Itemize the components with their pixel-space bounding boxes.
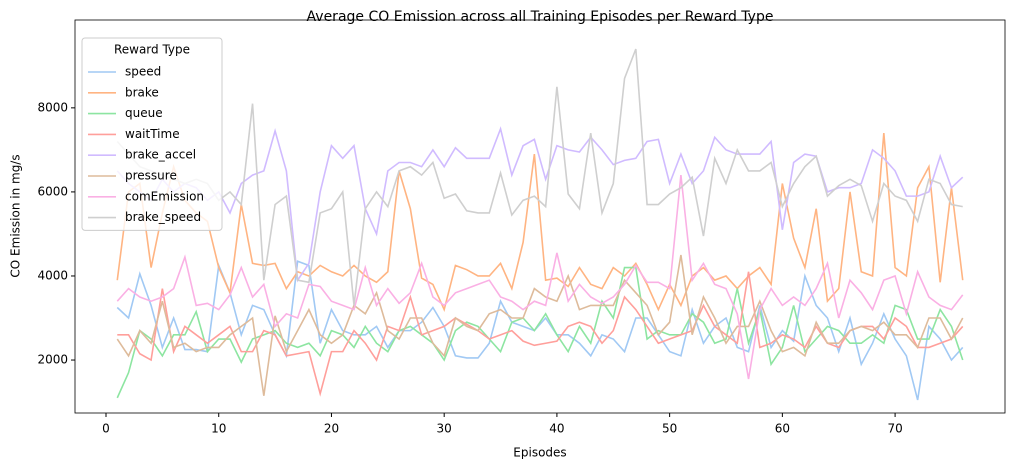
series-line <box>116 266 964 399</box>
axes-frame <box>74 19 1006 414</box>
x-tick-label: 30 <box>437 422 452 436</box>
series-line <box>116 48 963 306</box>
series-line <box>116 260 964 401</box>
y-tick-label: 4000 <box>37 268 68 282</box>
legend-box <box>81 37 223 231</box>
series-line <box>116 132 964 313</box>
legend-label: speed <box>125 65 161 79</box>
x-tick-label: 60 <box>775 422 790 436</box>
x-axis-label: Episodes <box>513 446 566 460</box>
y-axis-label: CO Emission in mg/s <box>9 154 23 277</box>
y-tick-label: 8000 <box>37 100 68 114</box>
legend-label: waitTime <box>125 127 180 141</box>
series-line <box>117 271 964 397</box>
chart-title: Average CO Emission across all Training … <box>307 9 774 25</box>
y-tick-label: 6000 <box>37 184 68 198</box>
series-line <box>116 254 964 396</box>
legend-label: brake_accel <box>125 148 196 162</box>
x-tick-label: 70 <box>887 422 902 436</box>
legend-label: comEmission <box>125 189 204 203</box>
legend-label: pressure <box>125 169 177 183</box>
x-tick-label: 40 <box>549 422 564 436</box>
legend-label: brake_speed <box>125 210 201 224</box>
series-line <box>116 175 964 380</box>
legend-label: brake <box>125 85 159 99</box>
x-tick-label: 20 <box>324 422 339 436</box>
legend-label: queue <box>125 106 163 120</box>
x-tick-label: 0 <box>102 422 110 436</box>
legend-title: Reward Type <box>114 43 190 57</box>
x-tick-label: 50 <box>662 422 677 436</box>
x-tick-label: 10 <box>211 422 226 436</box>
y-tick-label: 2000 <box>37 353 68 367</box>
series-line <box>116 126 964 283</box>
